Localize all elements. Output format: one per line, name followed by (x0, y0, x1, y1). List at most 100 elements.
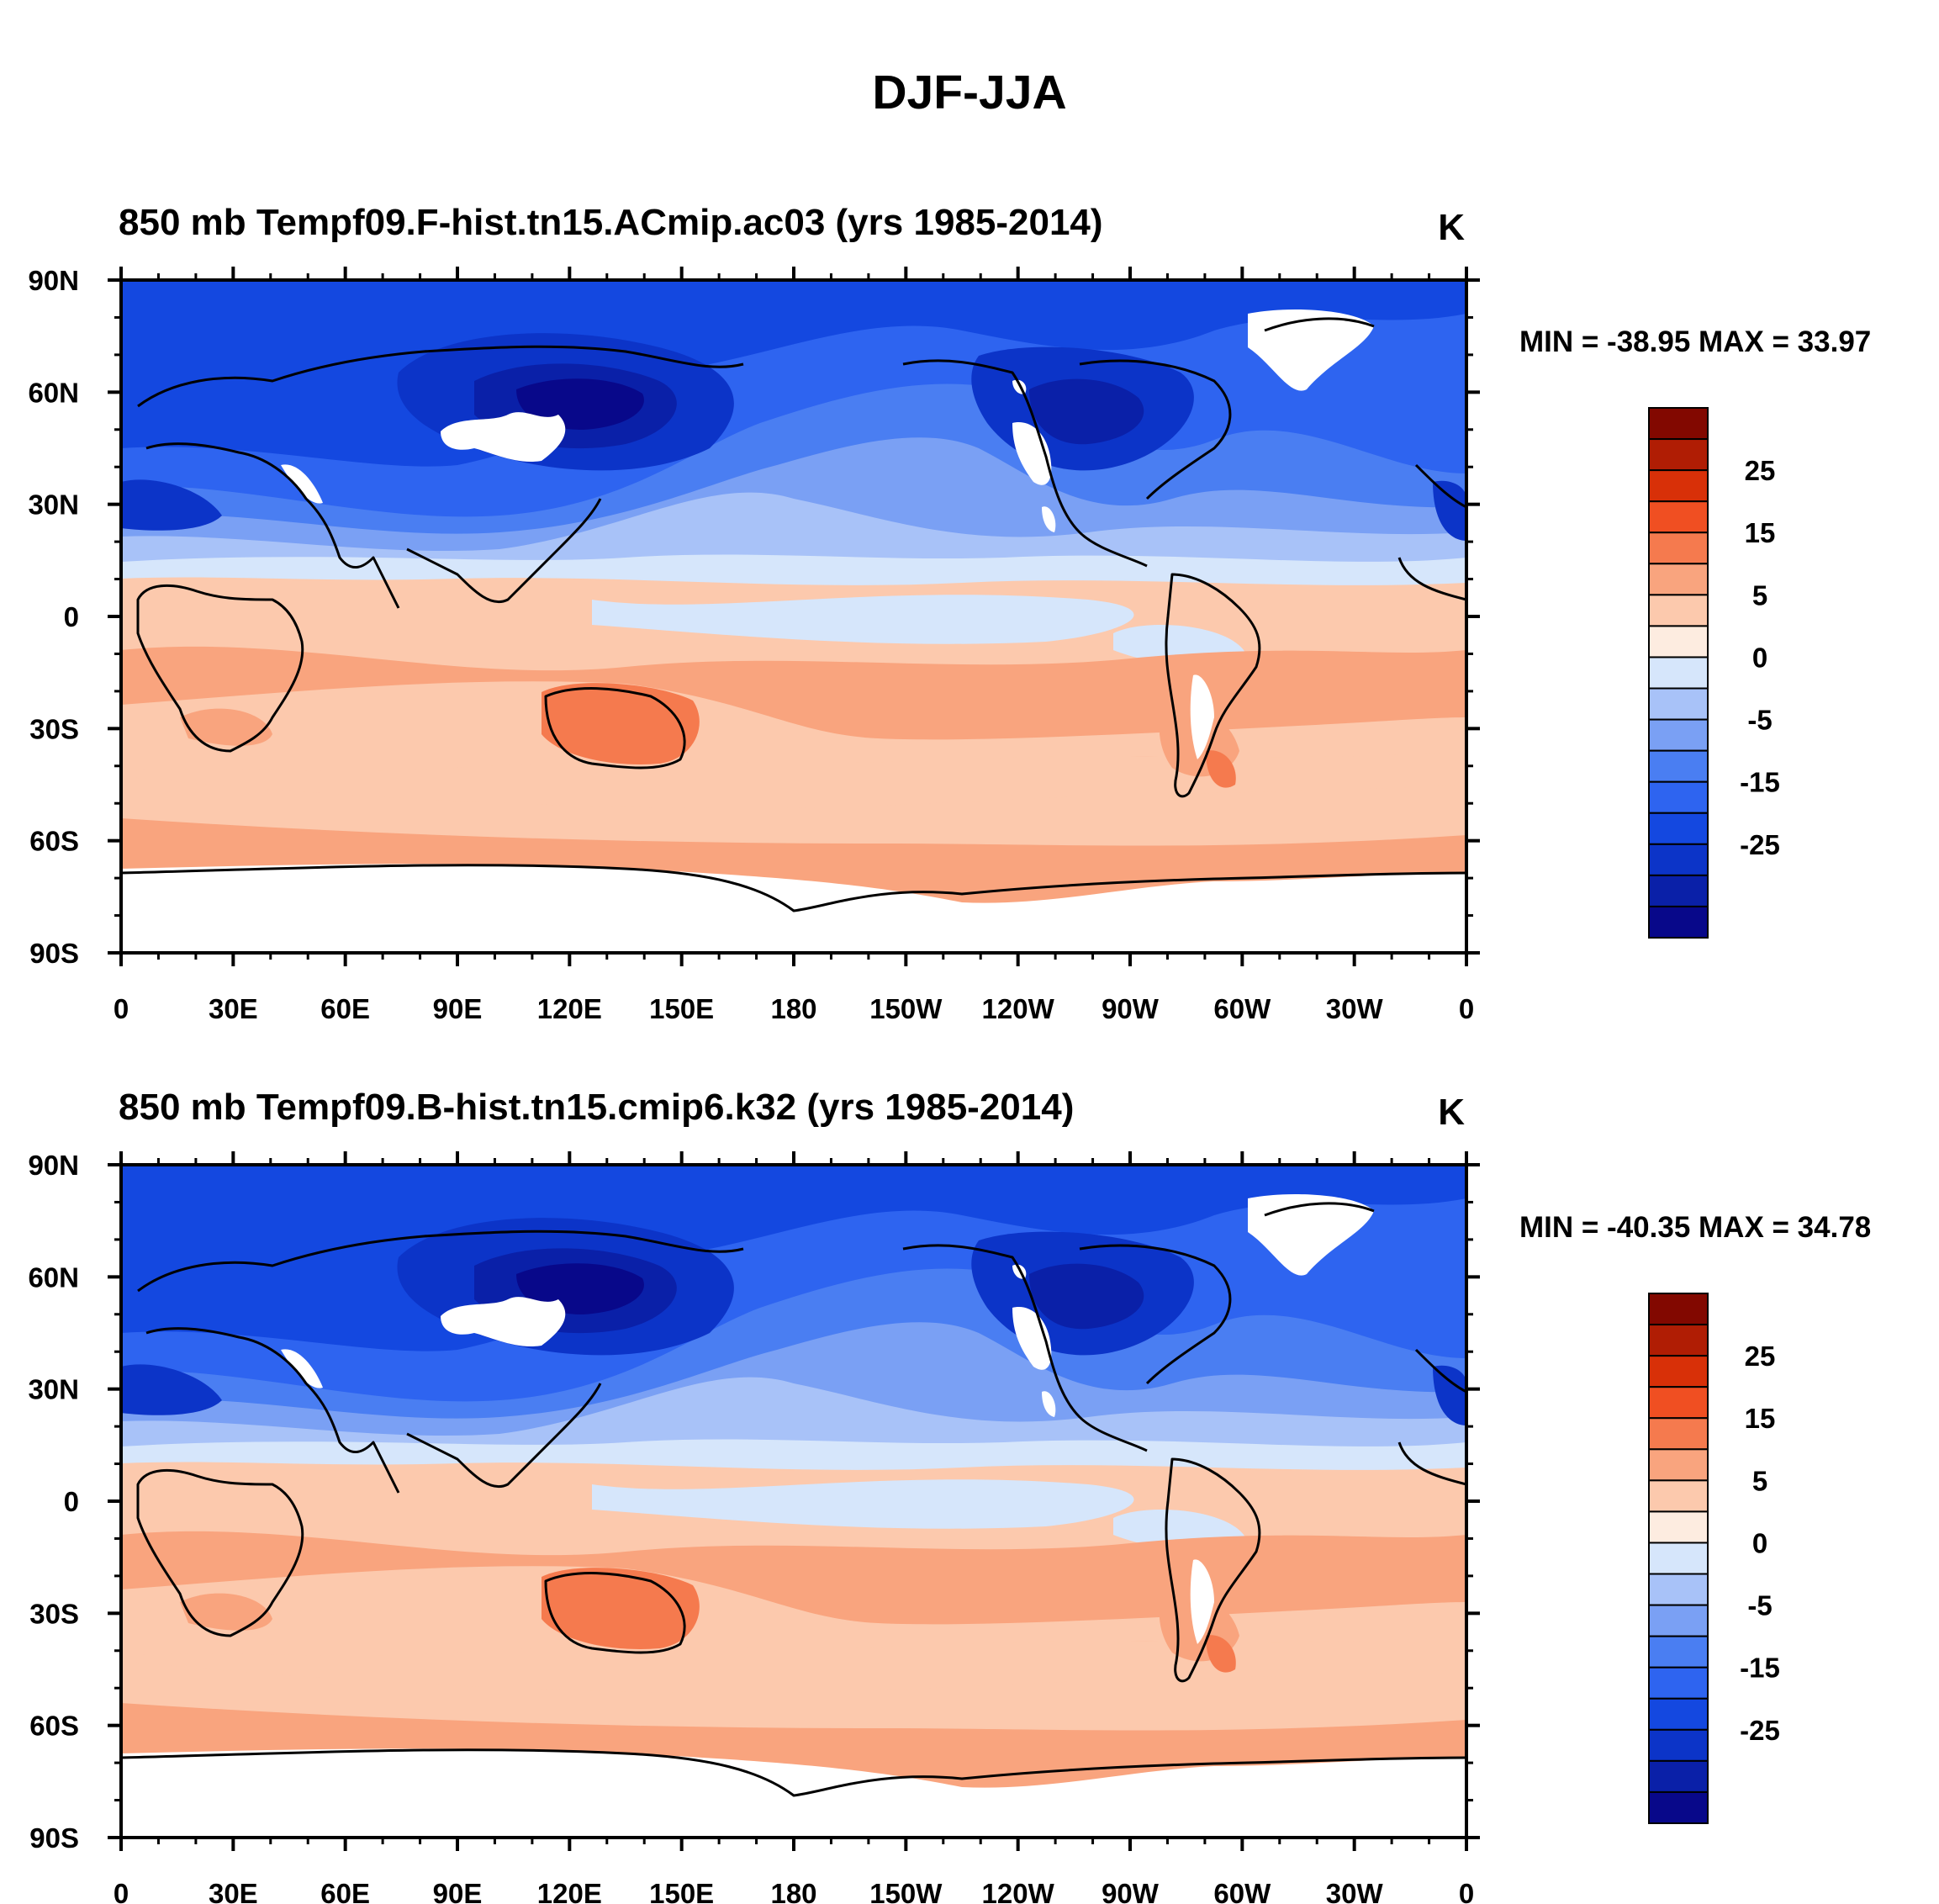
panel-title: 850 mb Tempf09.F-hist.tn15.ACmip.ac03 (y… (119, 202, 1103, 243)
colorbar-label: 15 (1745, 1403, 1776, 1434)
colorbar-label: -25 (1740, 1715, 1780, 1746)
min-max-label: MIN = -38.95 MAX = 33.97 (1519, 325, 1871, 358)
lon-label: 0 (114, 993, 129, 1024)
panel-bottom: 850 mb Tempf09.B-hist.tn15.cmip6.k32 (yr… (28, 1087, 1871, 1904)
lon-label: 90W (1102, 1878, 1160, 1904)
units-label: K (1438, 207, 1465, 248)
lon-label: 30W (1326, 993, 1384, 1024)
colorbar-box (1648, 656, 1709, 690)
colorbar-label: -25 (1740, 829, 1780, 860)
colorbar-box (1648, 1697, 1709, 1731)
lat-label: 60S (29, 826, 79, 857)
lon-label: 30E (209, 1878, 258, 1904)
lon-label: 0 (1459, 1878, 1474, 1904)
lon-label: 60W (1213, 993, 1271, 1024)
lon-label: 90W (1102, 993, 1160, 1024)
lat-label: 30N (28, 1374, 79, 1405)
lon-label: 30E (209, 993, 258, 1024)
colorbar-box (1648, 1790, 1709, 1824)
lon-label: 120W (982, 1878, 1055, 1904)
lon-label: 30W (1326, 1878, 1384, 1904)
colorbar-box (1648, 1479, 1709, 1513)
lat-label: 30S (29, 1598, 79, 1629)
lon-label: 150E (649, 993, 714, 1024)
colorbar-label: 0 (1752, 642, 1767, 673)
lon-label: 180 (770, 993, 816, 1024)
colorbar-box (1648, 625, 1709, 658)
colorbar-box (1648, 1510, 1709, 1544)
colorbar-box (1648, 1417, 1709, 1451)
colorbar-label: 25 (1745, 455, 1776, 486)
figure-title: DJF-JJA (872, 66, 1066, 119)
map-field (121, 1165, 1466, 1838)
colorbar-box (1648, 1635, 1709, 1669)
colorbar: 25 15 5 0 -5 -15 -25 (1648, 1293, 1780, 1824)
lon-label: 0 (114, 1878, 129, 1904)
lat-label: 90S (29, 1822, 79, 1854)
colorbar-box (1648, 594, 1709, 627)
colorbar-box (1648, 1573, 1709, 1606)
lat-label: 90N (28, 265, 79, 296)
lat-label: 30N (28, 489, 79, 521)
colorbar-box (1648, 1604, 1709, 1637)
colorbar-box (1648, 500, 1709, 534)
lon-label: 60E (320, 1878, 370, 1904)
colorbar-label: 5 (1752, 579, 1767, 611)
lon-label: 150E (649, 1878, 714, 1904)
lon-label: 60W (1213, 1878, 1271, 1904)
colorbar-box (1648, 905, 1709, 939)
lon-label: 0 (1459, 993, 1474, 1024)
colorbar-box (1648, 532, 1709, 565)
colorbar-box (1648, 1355, 1709, 1388)
colorbar-box (1648, 563, 1709, 596)
colorbar-label: -15 (1740, 767, 1780, 798)
colorbar-box (1648, 780, 1709, 814)
colorbar-box (1648, 1293, 1709, 1326)
lat-label: 90N (28, 1150, 79, 1181)
lat-label: 30S (29, 713, 79, 744)
colorbar-box (1648, 1759, 1709, 1793)
axis-ticks: 90N 60N 30N 0 30S 60S 90S 0 30E 60E 90E 120E 150E 180… (28, 1150, 1480, 1904)
lon-label: 150W (869, 1878, 943, 1904)
colorbar-box (1648, 1666, 1709, 1700)
colorbar-label: 15 (1745, 517, 1776, 548)
colorbar-label: -5 (1747, 1590, 1772, 1621)
colorbar-label: -15 (1740, 1653, 1780, 1684)
panel-title: 850 mb Tempf09.B-hist.tn15.cmip6.k32 (yr… (119, 1087, 1074, 1128)
lon-label: 120E (537, 993, 602, 1024)
lat-label: 0 (64, 1486, 79, 1517)
colorbar-label: -5 (1747, 705, 1772, 736)
colorbar-box (1648, 812, 1709, 845)
map-field (121, 280, 1466, 953)
colorbar-box (1648, 1542, 1709, 1575)
colorbar-box (1648, 749, 1709, 783)
colorbar-box (1648, 718, 1709, 752)
lat-label: 0 (64, 601, 79, 632)
lon-label: 180 (770, 1878, 816, 1904)
colorbar-box (1648, 438, 1709, 472)
lat-label: 60N (28, 377, 79, 408)
lon-label: 120W (982, 993, 1055, 1024)
colorbar-box (1648, 1386, 1709, 1420)
min-max-label: MIN = -40.35 MAX = 34.78 (1519, 1211, 1871, 1244)
lat-label: 60S (29, 1711, 79, 1742)
lon-label: 120E (537, 1878, 602, 1904)
colorbar: 25 15 5 0 -5 -15 -25 (1648, 407, 1780, 939)
colorbar-box (1648, 469, 1709, 503)
lon-label: 90E (433, 1878, 483, 1904)
colorbar-box (1648, 874, 1709, 907)
colorbar-box (1648, 1448, 1709, 1482)
lon-label: 60E (320, 993, 370, 1024)
colorbar-box (1648, 1728, 1709, 1762)
units-label: K (1438, 1092, 1465, 1133)
colorbar-box (1648, 843, 1709, 876)
panel-top: 850 mb Tempf09.F-hist.tn15.ACmip.ac03 (y… (28, 202, 1871, 1024)
colorbar-box (1648, 1324, 1709, 1357)
colorbar-label: 0 (1752, 1527, 1767, 1558)
lon-label: 90E (433, 993, 483, 1024)
colorbar-label: 5 (1752, 1465, 1767, 1496)
colorbar-box (1648, 407, 1709, 441)
lat-label: 60N (28, 1261, 79, 1293)
colorbar-box (1648, 687, 1709, 721)
